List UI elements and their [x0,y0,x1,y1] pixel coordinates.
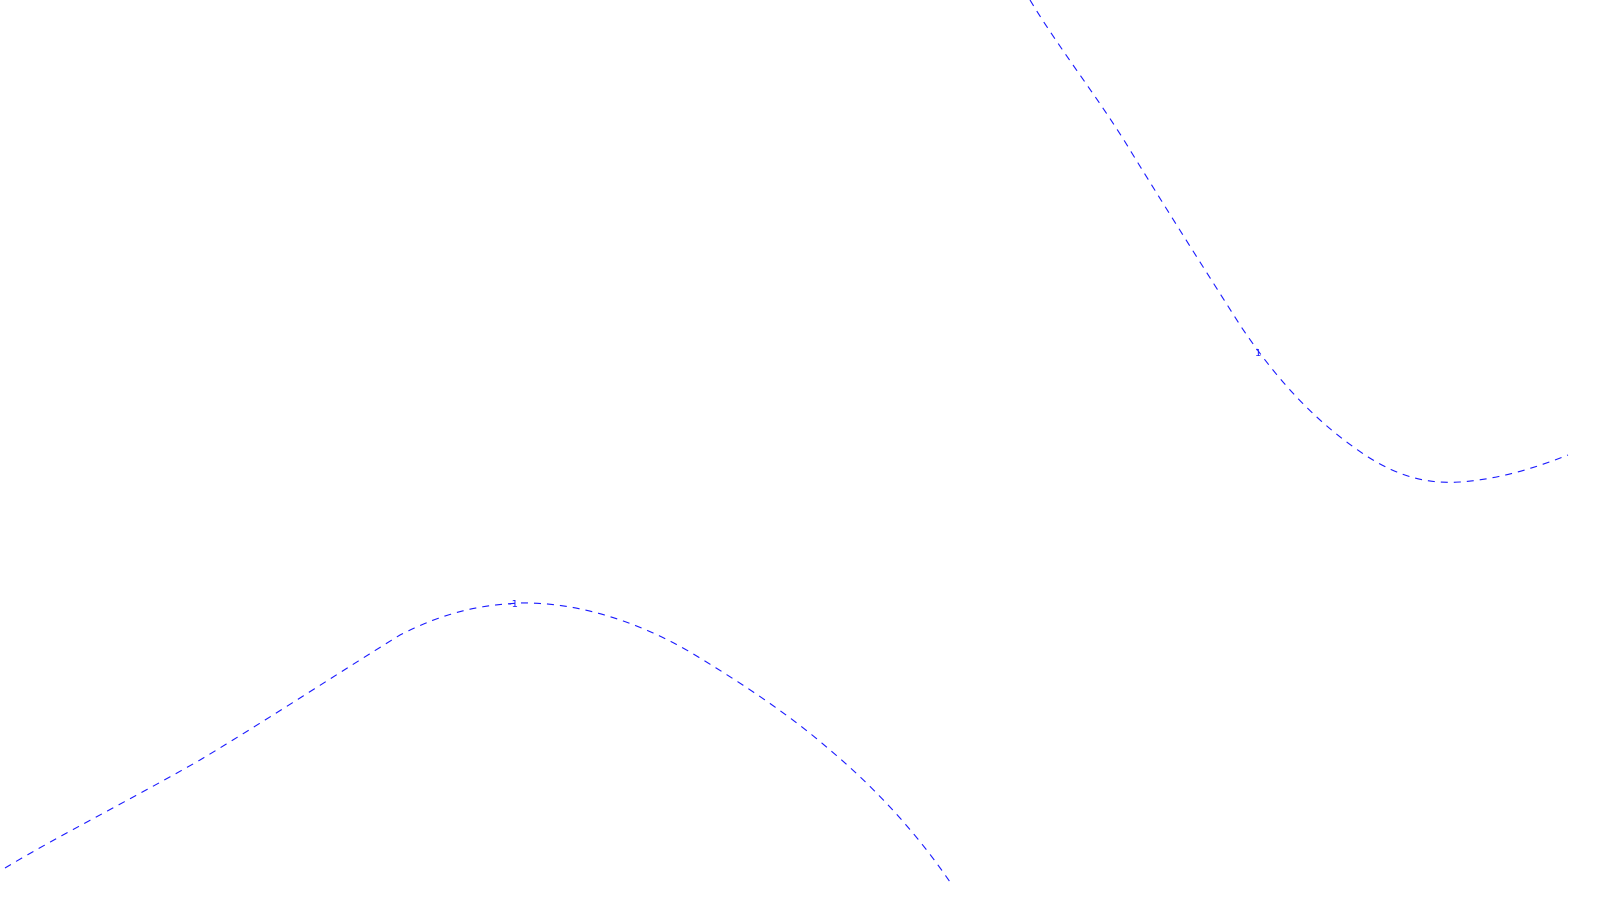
contour-label-lower: -1 [508,599,518,610]
contour-line-upper [1029,0,1569,483]
contour-line-lower [4,602,951,883]
contour-label-upper: 1 [1255,348,1261,359]
